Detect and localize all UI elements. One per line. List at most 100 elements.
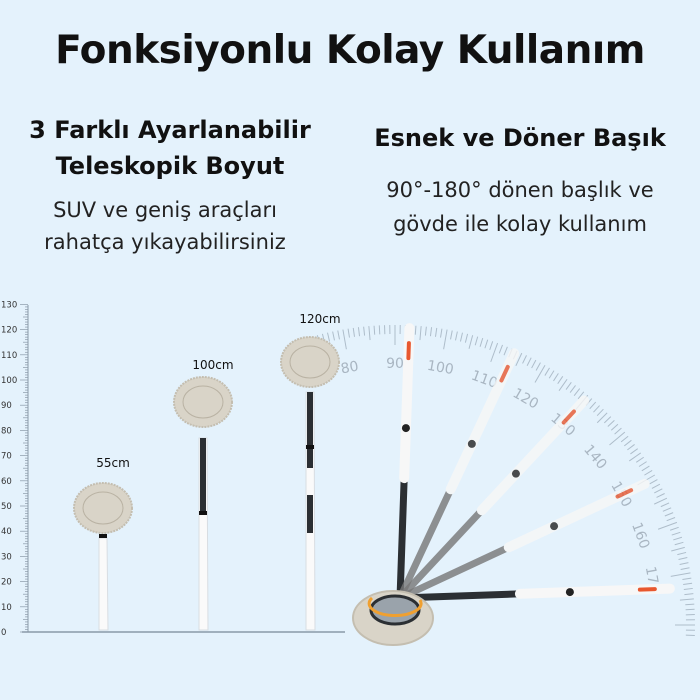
rotation-arrow-icon xyxy=(367,596,423,617)
arm-pole-dark xyxy=(396,485,455,602)
protractor-label: 80 xyxy=(340,359,360,378)
protractor-tick xyxy=(498,344,503,354)
protractor-tick xyxy=(332,331,335,341)
protractor-tick xyxy=(657,521,678,530)
protractor-tick xyxy=(680,567,690,570)
protractor-tick xyxy=(443,329,448,350)
protractor-tick xyxy=(674,541,684,546)
mop-pad-ring xyxy=(289,345,331,379)
mop-pad-ring xyxy=(82,491,124,525)
mop-arm xyxy=(396,395,590,602)
mop-pole-dark xyxy=(200,438,206,515)
mop-clamp xyxy=(306,445,314,449)
protractor-tick xyxy=(653,497,668,505)
protractor-tick xyxy=(684,593,694,596)
protractor-tick xyxy=(342,329,347,350)
ruler-label: 120 xyxy=(1,326,17,336)
protractor-tick xyxy=(479,337,484,347)
protractor-tick xyxy=(535,362,541,371)
protractor-tick xyxy=(671,531,681,536)
protractor-tick xyxy=(352,327,355,337)
protractor-tick xyxy=(651,483,661,489)
ruler-label: 50 xyxy=(1,502,12,512)
arm-pole-dark xyxy=(396,474,408,602)
mop-pad xyxy=(73,482,133,534)
protractor-tick xyxy=(679,562,689,565)
protractor-label: 160 xyxy=(628,520,652,551)
protractor-tick xyxy=(641,465,650,472)
protractor-tick xyxy=(557,376,564,385)
protractor-tick xyxy=(450,330,453,340)
rotating-arms xyxy=(352,323,675,646)
protractor-tick xyxy=(468,335,474,349)
mop-arm xyxy=(396,348,520,602)
left-heading-line1: 3 Farklı Ayarlanabilir xyxy=(29,116,311,144)
mop-head-base xyxy=(369,594,421,626)
protractor-tick xyxy=(531,359,537,369)
protractor-tick xyxy=(484,339,489,349)
protractor-tick xyxy=(589,401,597,410)
ruler-label: 90 xyxy=(1,401,12,411)
ruler-label: 60 xyxy=(1,477,12,487)
protractor-tick xyxy=(363,326,366,336)
protractor-tick xyxy=(569,385,576,393)
protractor-label: 100 xyxy=(426,358,455,378)
protractor-tick xyxy=(459,332,463,342)
protractor-tick xyxy=(474,336,479,346)
protractor-tick xyxy=(544,367,550,376)
protractor-tick xyxy=(660,502,670,508)
protractor-tick xyxy=(596,408,604,417)
protractor-tick xyxy=(627,444,635,451)
protractor-tick xyxy=(489,341,494,351)
protractor-tick xyxy=(596,412,608,424)
mop-pad xyxy=(173,376,233,428)
arm-lock xyxy=(565,588,574,597)
protractor-tick xyxy=(337,330,340,340)
left-sub-line1: SUV ve geniş araçları xyxy=(53,198,277,222)
protractor-tick xyxy=(666,517,676,522)
protractor-tick xyxy=(609,431,626,446)
right-sub-line1: 90°-180° dönen başlık ve xyxy=(386,178,654,202)
protractor-tick xyxy=(662,507,672,512)
ruler-label: 80 xyxy=(1,426,12,436)
mop-arm xyxy=(396,583,675,602)
protractor-tick xyxy=(682,577,692,580)
protractor-tick xyxy=(593,405,600,413)
mop-arm xyxy=(396,323,415,602)
protractor-tick xyxy=(685,603,695,606)
protractor-tick xyxy=(440,328,443,338)
arm-accent xyxy=(406,341,411,361)
arm-accent xyxy=(615,488,634,499)
protractor-tick xyxy=(654,488,663,494)
mop-clamp xyxy=(99,534,107,538)
protractor-tick xyxy=(558,378,568,392)
protractor-tick xyxy=(429,327,433,337)
arm-accent xyxy=(637,587,657,592)
protractor-tick xyxy=(347,328,350,338)
protractor-tick xyxy=(671,546,685,552)
protractor-tick xyxy=(677,551,687,556)
protractor-label: 140 xyxy=(580,442,609,473)
arm-lock xyxy=(401,424,410,433)
protractor-tick xyxy=(455,331,458,341)
size-label: 100cm xyxy=(192,358,233,372)
arm-pole-dark xyxy=(396,543,513,602)
ruler-label: 10 xyxy=(1,603,12,613)
protractor-tick xyxy=(673,536,683,541)
protractor-tick xyxy=(419,326,422,341)
ruler-label: 70 xyxy=(1,452,12,462)
mop-pole-dark xyxy=(307,392,313,468)
ruler-label: 40 xyxy=(1,527,12,537)
protractor-label: 120 xyxy=(510,385,541,412)
height-ruler: 0 10 20 30 40 50 60 70 80 90 100 110 120 130 xyxy=(1,300,345,638)
protractor-tick xyxy=(368,326,371,341)
protractor-tick xyxy=(620,435,629,443)
protractor-tick xyxy=(670,572,691,577)
mop-clamp xyxy=(199,511,207,515)
ruler-label: 0 xyxy=(1,628,6,638)
protractor-tick xyxy=(327,332,331,342)
protractor-tick xyxy=(373,325,376,335)
protractor-tick xyxy=(464,333,469,343)
protractor-tick xyxy=(624,439,632,447)
